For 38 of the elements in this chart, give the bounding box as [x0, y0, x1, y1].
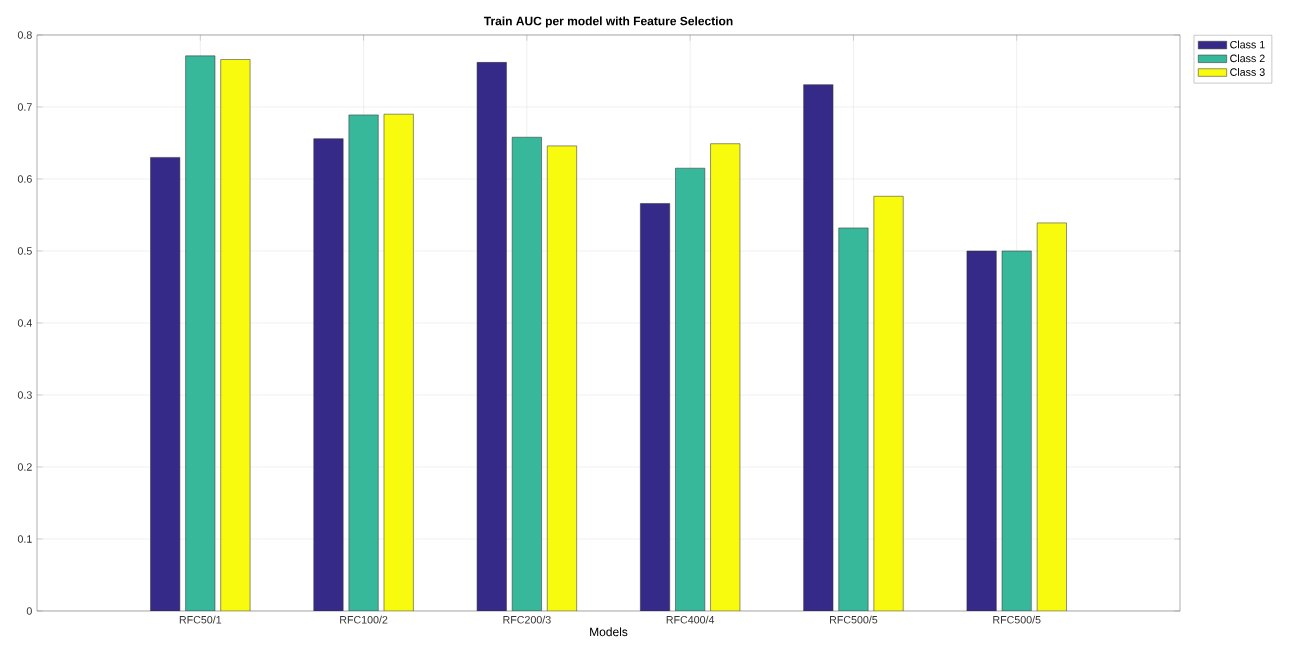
x-tick-label: RFC500/5	[993, 615, 1041, 624]
y-tick-label: 0.5	[17, 247, 32, 255]
y-tick-label: 0.1	[17, 535, 32, 543]
bar	[547, 145, 577, 611]
legend-label: Class 3	[1230, 68, 1265, 76]
bar	[966, 250, 997, 611]
chart-title: Train AUC per model with Feature Selection	[483, 16, 733, 28]
y-tick-label: 0.4	[17, 319, 32, 327]
bar	[348, 114, 379, 611]
bar	[803, 84, 834, 611]
legend-label: Class 1	[1230, 40, 1265, 49]
x-tick-label: RFC400/4	[666, 615, 715, 624]
x-tick-label: RFC200/3	[503, 615, 551, 624]
bar	[511, 136, 542, 611]
x-tick-label: RFC500/5	[830, 615, 878, 624]
bar	[150, 157, 181, 611]
y-tick-label: 0.2	[17, 463, 32, 471]
y-tick-label: 0.6	[17, 175, 32, 183]
bar	[675, 167, 706, 611]
bar	[185, 55, 216, 611]
bar	[710, 143, 741, 611]
bar	[1001, 250, 1032, 611]
bar	[1036, 222, 1067, 611]
bar	[838, 227, 869, 611]
y-tick-label: 0.8	[17, 31, 32, 39]
bar	[313, 138, 344, 611]
y-tick-label: 0.7	[17, 103, 32, 111]
bar	[476, 62, 507, 611]
bar	[383, 113, 414, 611]
x-axis-title: Models	[590, 627, 628, 637]
bar	[873, 196, 904, 611]
x-tick-label: RFC100/2	[340, 615, 388, 624]
legend-label: Class 2	[1230, 54, 1265, 63]
x-tick-label: RFC50/1	[179, 615, 222, 624]
bar	[640, 203, 671, 611]
y-tick-label: 0	[26, 607, 32, 615]
bar	[220, 59, 251, 611]
y-tick-label: 0.3	[17, 391, 32, 399]
